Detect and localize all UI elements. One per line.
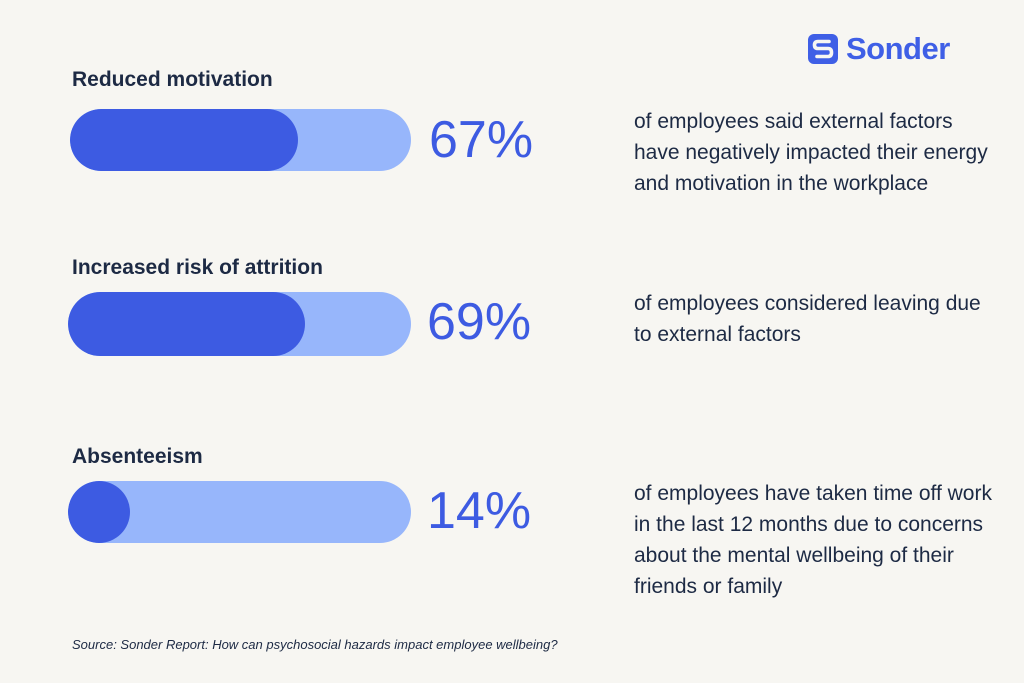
stat-row-attrition: Increased risk of attrition 69% of emplo… (0, 256, 1024, 456)
value-label: 69% (427, 293, 532, 351)
bar-fill (70, 109, 299, 171)
stat-description: of employees considered leaving due to e… (634, 292, 981, 346)
bar-track (68, 292, 411, 356)
value-label: 14% (427, 482, 532, 540)
sonder-s-icon (808, 34, 838, 64)
stat-description: of employees said external factors have … (634, 110, 988, 195)
sonder-logo: Sonder (806, 32, 950, 66)
category-label: Increased risk of attrition (72, 256, 323, 279)
stat-row-motivation: Reduced motivation 67% of employees said… (0, 68, 1024, 268)
bar-track (68, 481, 411, 543)
source-note: Source: Sonder Report: How can psychosoc… (72, 637, 558, 652)
brand-name: Sonder (846, 31, 950, 66)
category-label: Reduced motivation (72, 68, 273, 91)
bar-track (70, 109, 411, 171)
bar-fill (68, 481, 130, 543)
stat-description: of employees have taken time off work in… (634, 482, 992, 598)
value-label: 67% (429, 111, 534, 169)
bar-fill (68, 292, 305, 356)
stat-row-absenteeism: Absenteeism 14% of employees have taken … (0, 445, 1024, 645)
category-label: Absenteeism (72, 445, 203, 468)
